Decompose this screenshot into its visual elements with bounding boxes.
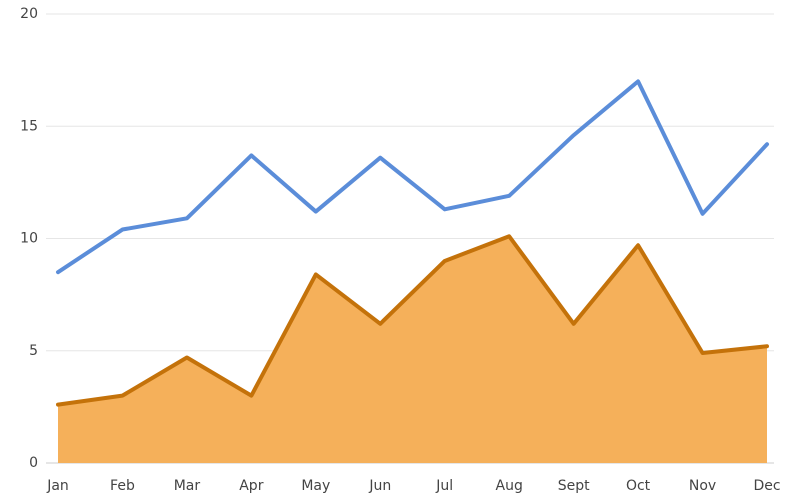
y-axis-tick-labels: 0 5 10 15 20: [20, 6, 38, 471]
x-tick-label-jun: Jun: [368, 478, 391, 494]
x-tick-label-apr: Apr: [239, 478, 263, 494]
y-tick-label-10: 10: [20, 231, 38, 247]
x-axis-tick-labels: Jan Feb Mar Apr May Jun Jul Aug Sept Oct Nov Dec: [46, 478, 780, 494]
series-area-group: [56, 234, 769, 463]
x-tick-label-jul: Jul: [435, 478, 453, 494]
y-tick-label-15: 15: [20, 118, 38, 134]
y-tick-label-5: 5: [29, 343, 38, 359]
series-1-area-line: [56, 234, 769, 407]
series-line-group: [56, 79, 769, 275]
x-tick-label-aug: Aug: [496, 478, 523, 494]
x-tick-label-sept: Sept: [558, 478, 590, 494]
x-tick-label-feb: Feb: [110, 478, 135, 494]
series-0-line: [56, 79, 769, 275]
x-tick-label-jan: Jan: [46, 478, 69, 494]
y-tick-label-0: 0: [29, 455, 38, 471]
x-tick-label-oct: Oct: [626, 478, 651, 494]
x-tick-label-nov: Nov: [689, 478, 716, 494]
series-1-area-fill: [58, 236, 767, 463]
x-tick-label-dec: Dec: [753, 478, 780, 494]
y-tick-label-20: 20: [20, 6, 38, 22]
x-tick-label-may: May: [301, 478, 330, 494]
x-tick-label-mar: Mar: [174, 478, 201, 494]
